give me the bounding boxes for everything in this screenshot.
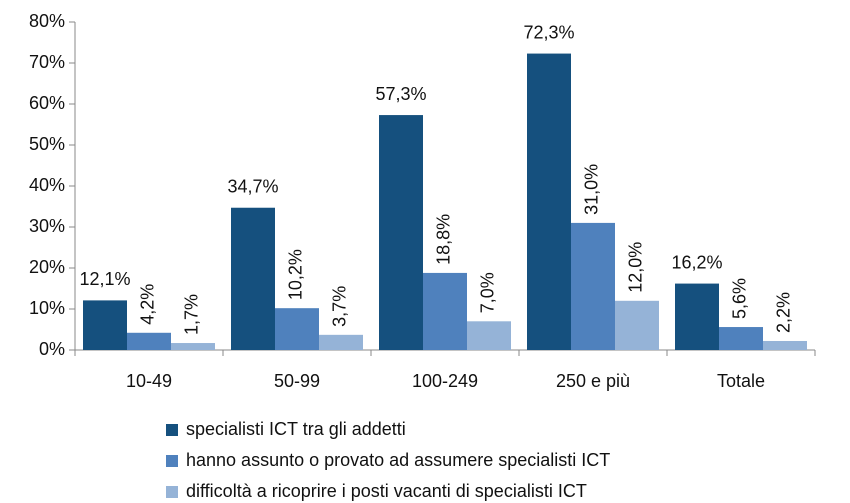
bar — [675, 283, 719, 350]
value-label: 4,2% — [138, 284, 158, 325]
x-tick-label: 100-249 — [412, 371, 478, 391]
bar — [423, 272, 467, 350]
y-tick-label: 80% — [29, 11, 65, 31]
value-label: 12,1% — [79, 269, 130, 289]
bar — [467, 321, 511, 350]
legend-swatch — [166, 424, 178, 436]
value-label: 7,0% — [478, 272, 498, 313]
value-label: 72,3% — [523, 22, 574, 42]
y-tick-label: 40% — [29, 175, 65, 195]
value-label: 16,2% — [671, 252, 722, 272]
y-tick-label: 70% — [29, 52, 65, 72]
legend-swatch — [166, 486, 178, 498]
bar — [379, 115, 423, 350]
y-tick-label: 50% — [29, 134, 65, 154]
bar — [571, 222, 615, 350]
legend-label: difficoltà a ricoprire i posti vacanti d… — [186, 481, 587, 501]
y-tick-label: 20% — [29, 257, 65, 277]
bar — [719, 327, 763, 350]
x-tick-label: Totale — [717, 371, 765, 391]
value-label: 12,0% — [626, 242, 646, 293]
y-tick-label: 30% — [29, 216, 65, 236]
bar — [127, 332, 171, 350]
value-label: 18,8% — [434, 214, 454, 265]
bar — [615, 300, 659, 350]
value-label: 10,2% — [286, 249, 306, 300]
legend-label: specialisti ICT tra gli addetti — [186, 419, 406, 439]
y-tick-label: 10% — [29, 298, 65, 318]
value-label: 1,7% — [182, 294, 202, 335]
bar — [275, 308, 319, 350]
y-tick-label: 0% — [39, 339, 65, 359]
x-tick-label: 250 e più — [556, 371, 630, 391]
y-tick-label: 60% — [29, 93, 65, 113]
value-label: 3,7% — [330, 286, 350, 327]
legend-label: hanno assunto o provato ad assumere spec… — [186, 450, 610, 470]
bar — [171, 343, 215, 350]
bar — [83, 300, 127, 350]
legend-swatch — [166, 455, 178, 467]
value-label: 34,7% — [227, 176, 278, 196]
value-label: 57,3% — [375, 84, 426, 104]
bar — [231, 207, 275, 350]
x-tick-label: 10-49 — [126, 371, 172, 391]
value-label: 31,0% — [582, 164, 602, 215]
bar — [319, 334, 363, 350]
value-label: 2,2% — [774, 292, 794, 333]
bar — [763, 340, 807, 350]
bar — [527, 53, 571, 350]
value-label: 5,6% — [730, 278, 750, 319]
x-tick-label: 50-99 — [274, 371, 320, 391]
